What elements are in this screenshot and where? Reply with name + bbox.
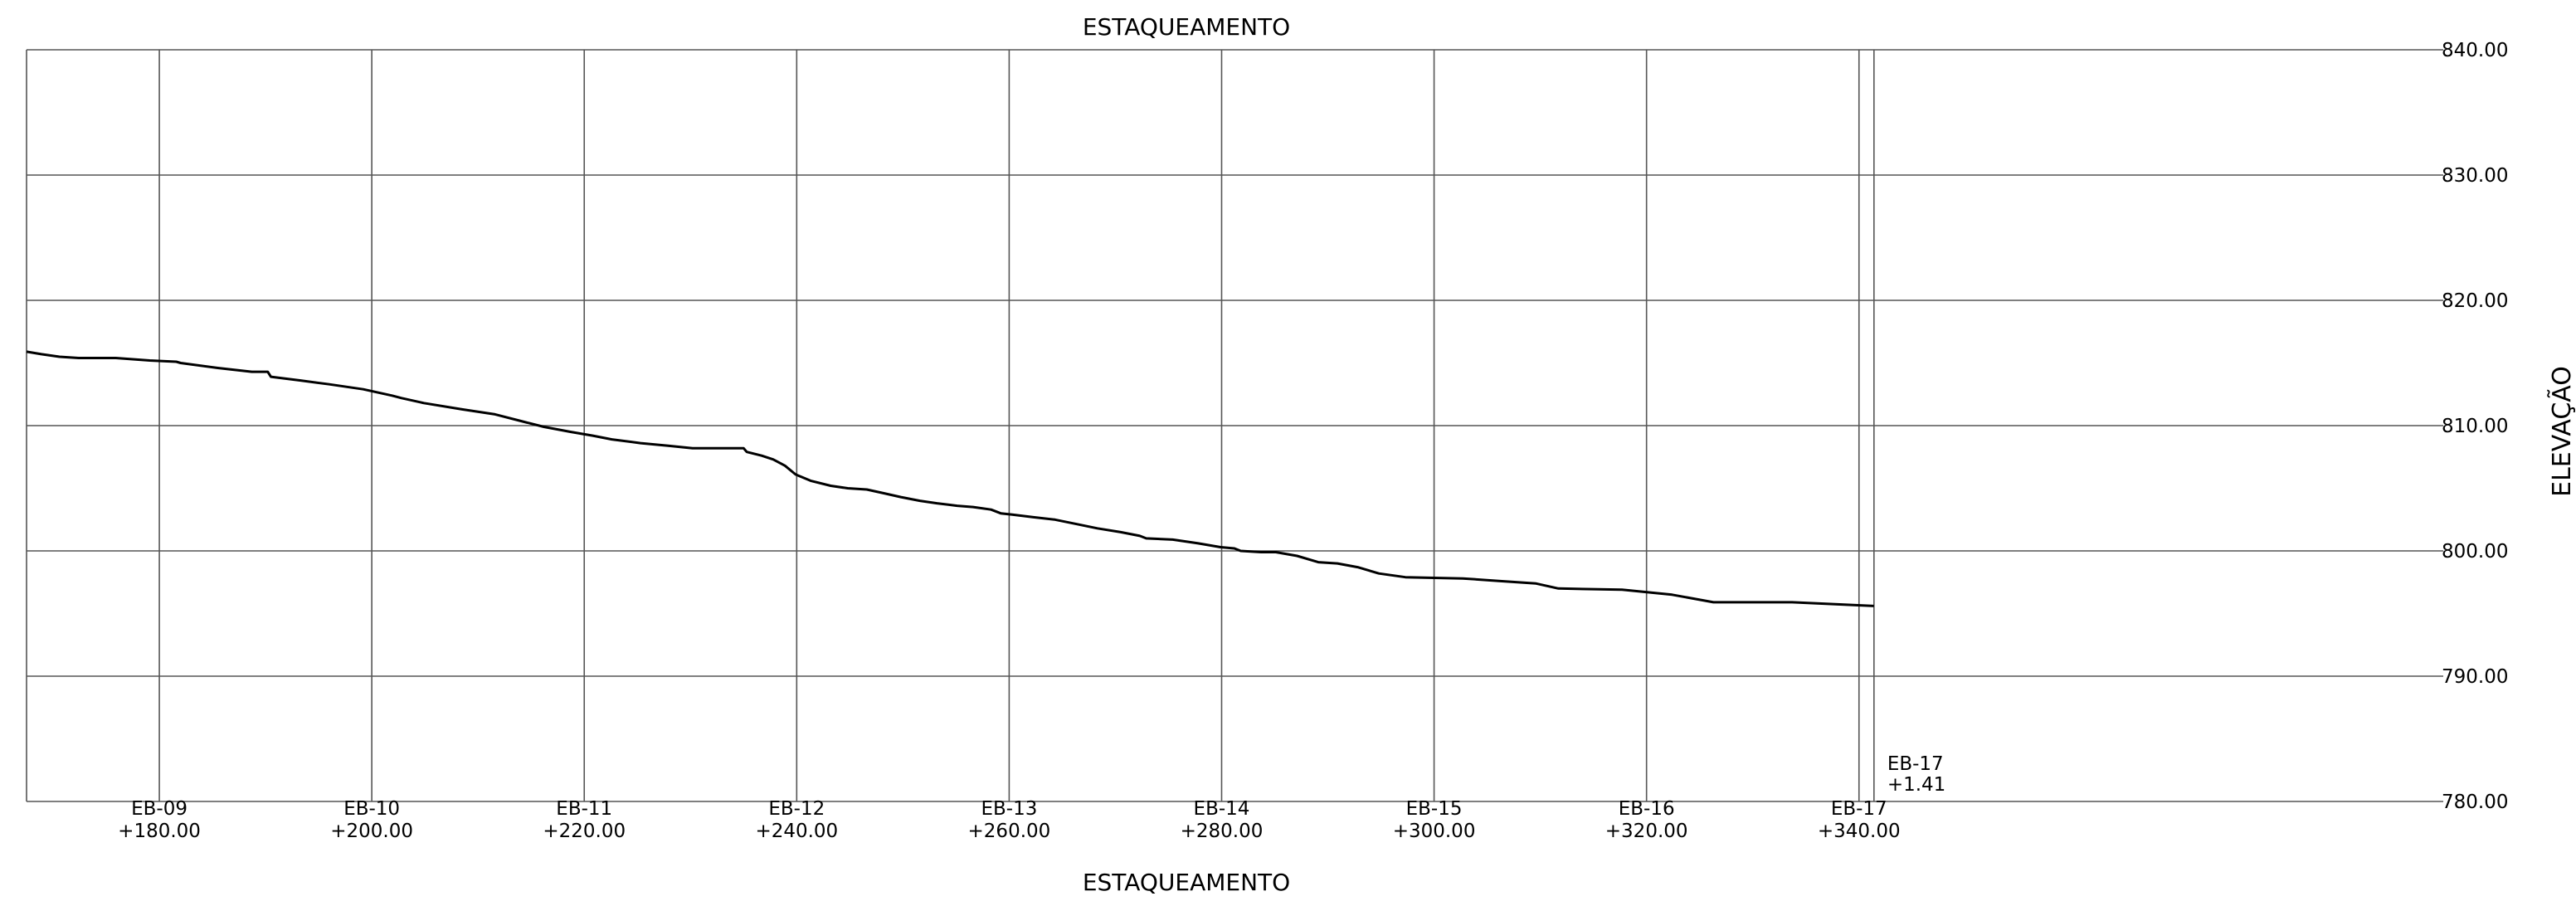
x-tick-offset-3: +240.00 <box>755 821 838 842</box>
x-tick-offset-8: +340.00 <box>1818 821 1901 842</box>
x-tick-offset-1: +200.00 <box>330 821 413 842</box>
end-station-label: EB-17 <box>1887 753 1944 775</box>
y-tick-label-1: 830.00 <box>2442 165 2508 187</box>
end-station-offset: +1.41 <box>1887 774 1945 796</box>
x-tick-station-8: EB-17 <box>1831 798 1887 820</box>
terrain-profile-series <box>26 350 1874 607</box>
x-tick-offset-4: +260.00 <box>968 821 1051 842</box>
chart-title: ESTAQUEAMENTO <box>1083 13 1290 41</box>
grid-lines <box>26 49 2443 802</box>
y-tick-label-6: 780.00 <box>2442 792 2508 813</box>
x-tick-offset-5: +280.00 <box>1181 821 1264 842</box>
y-tick-labels: 840.00 830.00 820.00 810.00 800.00 790.00 780.… <box>2442 40 2508 813</box>
y-axis-label: ELEVAÇÃO <box>2547 366 2576 497</box>
y-tick-label-0: 840.00 <box>2442 40 2508 61</box>
x-tick-station-4: EB-13 <box>981 798 1037 820</box>
x-tick-offset-0: +180.00 <box>118 821 201 842</box>
x-axis-label: ESTAQUEAMENTO <box>1083 869 1290 896</box>
x-tick-station-7: EB-16 <box>1619 798 1675 820</box>
x-tick-station-0: EB-09 <box>131 798 187 820</box>
x-tick-offset-6: +300.00 <box>1393 821 1476 842</box>
x-tick-offset-7: +320.00 <box>1605 821 1688 842</box>
x-tick-station-2: EB-11 <box>556 798 612 820</box>
x-tick-station-6: EB-15 <box>1406 798 1463 820</box>
x-tick-station-5: EB-14 <box>1194 798 1250 820</box>
y-tick-label-5: 790.00 <box>2442 666 2508 688</box>
y-tick-label-3: 810.00 <box>2442 416 2508 437</box>
x-tick-station-1: EB-10 <box>343 798 400 820</box>
x-tick-labels: EB-09+180.00 EB-10+200.00 EB-11+220.00 EB-1… <box>118 753 1945 842</box>
y-tick-label-4: 800.00 <box>2442 541 2508 563</box>
x-tick-offset-2: +220.00 <box>543 821 626 842</box>
terrain-profile-line-0 <box>26 350 1874 607</box>
y-tick-label-2: 820.00 <box>2442 290 2508 312</box>
x-tick-station-3: EB-12 <box>768 798 825 820</box>
